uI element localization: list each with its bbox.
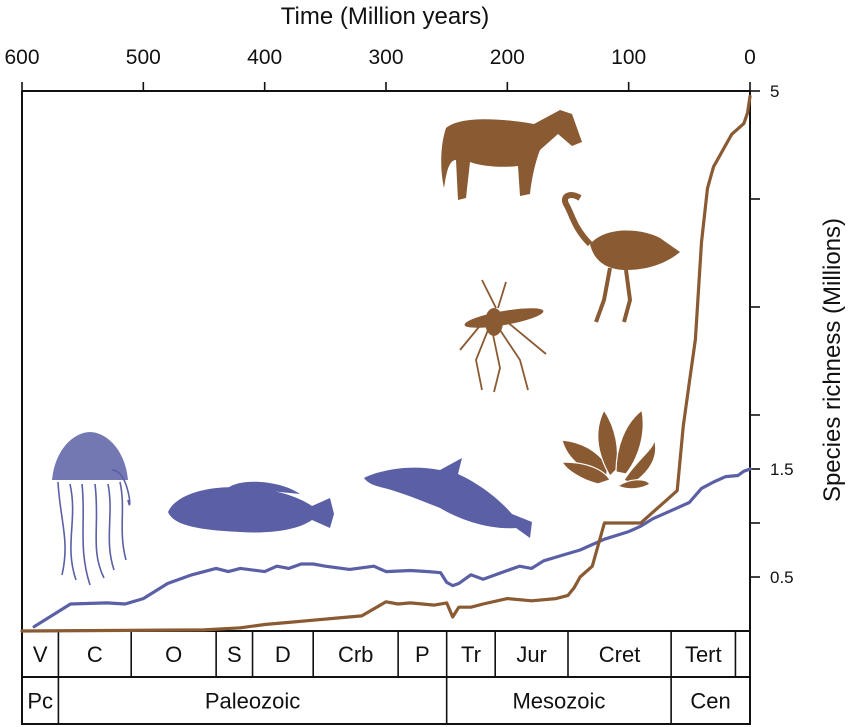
series-layer xyxy=(20,94,752,633)
x-tick-label: 600 xyxy=(4,46,39,69)
period-label: Tr xyxy=(461,642,481,667)
terrestrial-series-line xyxy=(20,94,752,633)
geologic-timescale: V C O S D Crb P Tr Jur Cret Tert Pc Paleozoic Mesozoi… xyxy=(21,630,751,725)
era-label: Paleozoic xyxy=(205,689,300,714)
top-x-axis: 600 500 400 300 200 100 0 xyxy=(4,46,756,632)
period-label: Tert xyxy=(685,642,722,667)
period-label: P xyxy=(415,642,430,667)
period-label: D xyxy=(275,642,291,667)
axis-titles: Time (Million years) Species richness (M… xyxy=(281,3,846,502)
y-axis-title: Species richness (Millions) xyxy=(819,218,846,502)
jellyfish-icon xyxy=(52,432,131,586)
ostrich-icon xyxy=(562,192,680,323)
period-label: Jur xyxy=(516,642,547,667)
period-label: Cret xyxy=(599,642,641,667)
water-lily-icon xyxy=(561,408,657,490)
x-tick-label: 300 xyxy=(368,46,403,69)
x-tick-label: 100 xyxy=(611,46,646,69)
period-label: O xyxy=(165,642,182,667)
dolphin-icon xyxy=(364,458,532,538)
period-label: C xyxy=(87,642,103,667)
x-tick-label: 400 xyxy=(247,46,282,69)
x-tick-label: 0 xyxy=(744,46,756,69)
y-tick-label: 5 xyxy=(770,82,779,101)
period-label: S xyxy=(227,642,242,667)
period-label: V xyxy=(33,642,48,667)
marine-series-line xyxy=(32,467,752,629)
period-label: Crb xyxy=(338,642,373,667)
y-tick-label: 0.5 xyxy=(770,568,794,587)
era-label: Cen xyxy=(690,689,730,714)
right-y-axis: 0.5 1.5 5 xyxy=(749,82,794,631)
era-label: Mesozoic xyxy=(512,689,605,714)
x-axis-title: Time (Million years) xyxy=(281,3,489,30)
horse-icon xyxy=(441,110,582,200)
x-tick-label: 200 xyxy=(490,46,525,69)
fish-icon xyxy=(168,481,334,533)
era-label: Pc xyxy=(27,689,53,714)
mosquito-icon xyxy=(459,279,547,393)
y-tick-label: 1.5 xyxy=(770,460,794,479)
x-tick-label: 500 xyxy=(126,46,161,69)
